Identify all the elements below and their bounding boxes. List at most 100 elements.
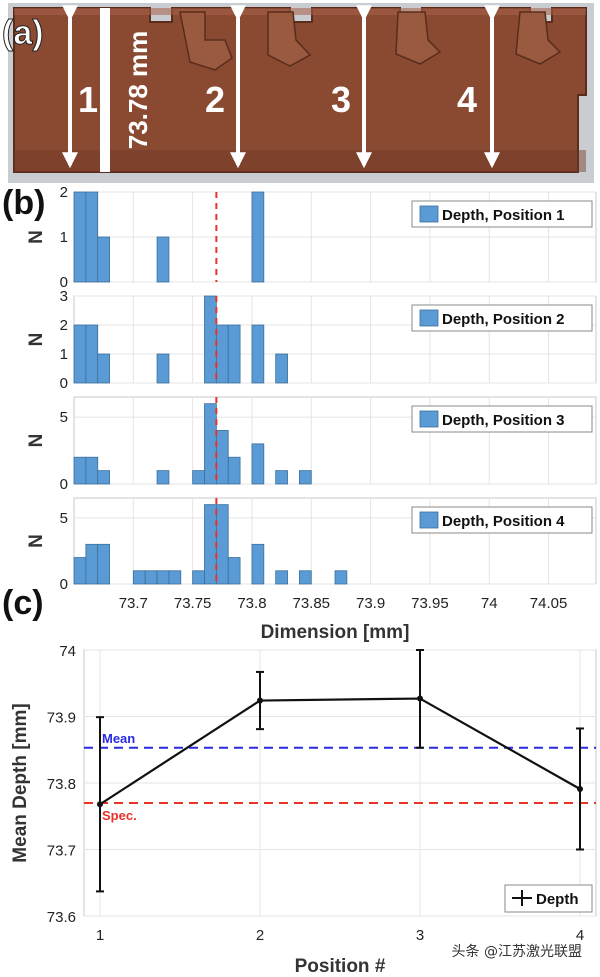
histogram-x-tick-label: 73.8 [237,595,266,612]
panel-b-x-axis: 73.7 73.75 73.8 73.85 73.9 73.95 74 74.05 Dimen… [119,595,568,643]
depth-point-4 [576,727,584,851]
photo-position-2-label: 2 [205,79,225,120]
histogram-bar [97,353,110,384]
data-point [257,697,263,704]
line-y-tick-label: 74 [59,643,76,660]
histogram-bar [251,191,265,283]
histogram-bar [156,236,170,283]
histogram-bar [97,543,110,585]
histogram-bar [132,570,146,585]
histogram-position-2: 0 1 2 3 N Depth, Position 2 [26,288,597,392]
histogram-x-tick-labels: 73.7 73.75 73.8 73.85 73.9 73.95 74 74.05 [119,595,568,612]
histogram-bar [156,570,170,585]
histogram-y-axis-label: N [26,534,47,548]
histogram-legend: Depth, Position 4 [411,506,593,534]
histogram-y-tick-label: 1 [60,229,68,246]
histogram-y-tick-label: 2 [60,317,68,334]
histogram-bar [215,324,229,384]
depth-point-2 [256,670,264,731]
depth-series [96,649,584,893]
histogram-position-1: 0 1 2 N Depth, Position 1 [26,184,597,291]
histogram-bar [215,504,229,585]
histogram-legend-swatch [419,511,439,529]
histogram-bar [156,353,170,384]
histogram-y-tick-label: 0 [60,576,68,593]
line-y-tick-label: 73.6 [47,909,76,926]
histogram-bar [85,324,99,384]
line-x-tick-label: 2 [256,927,264,944]
histogram-bar [192,570,205,585]
histogram-position-3: 0 5N Depth, Position 3 [26,396,597,493]
histogram-x-tick-label: 73.7 [119,595,148,612]
panel-a-photo: 1 2 3 4 73.78 mm [8,3,594,183]
histogram-x-tick-label: 73.95 [411,595,449,612]
histogram-legend-label: Depth, Position 2 [442,311,565,328]
line-plot-grid [84,649,596,917]
histogram-position-4: 0 5N Depth, Position 4 [26,497,597,593]
line-x-tick-label: 1 [96,927,104,944]
part-bottom-shade [14,150,586,172]
line-y-tick-label: 73.8 [47,776,76,793]
histogram-legend-box [411,200,593,228]
line-plot-y-axis-label: Mean Depth [mm] [10,703,31,862]
histogram-bar [275,470,288,485]
photo-dimension-label: 73.78 mm [123,31,153,150]
histogram-bar [215,430,229,485]
photo-position-1-label: 1 [78,79,98,120]
histogram-y-axis-label: N [26,230,47,244]
histogram-y-axis-label: N [26,434,47,448]
histogram-bar [97,470,110,485]
histogram-x-axis-label: Dimension [mm] [261,622,410,643]
histogram-bar [192,470,205,485]
part-dovetail [267,11,312,67]
histogram-bar [251,543,265,585]
histogram-bar [227,324,241,384]
histogram-bar [73,191,87,283]
histogram-y-tick-label: 0 [60,375,68,392]
histogram-bar [204,403,217,485]
histogram-y-tick-label: 5 [60,409,68,426]
histogram-bar [227,557,241,585]
data-point [97,801,103,808]
histogram-x-tick-label: 73.75 [174,595,212,612]
histogram-bar [156,470,170,485]
photo-position-4-label: 4 [457,79,477,120]
histogram-y-tick-label: 5 [60,510,68,527]
histogram-bar [97,236,110,283]
histogram-bar [73,557,87,585]
watermark: 头条 @江苏激光联盟 [451,944,582,960]
line-plot-x-tick-labels: 1 2 3 4 [96,927,584,944]
histogram-legend: Depth, Position 2 [411,304,593,332]
line-y-tick-label: 73.9 [47,710,76,727]
histogram-bar [168,570,182,585]
depth-point-3 [416,649,424,749]
histogram-bar [144,570,158,585]
part-top-highlight [14,8,586,15]
spec-line-label: Spec. [102,808,137,823]
histogram-y-tick-label: 0 [60,476,68,493]
line-plot-x-axis-label: Position # [295,956,386,977]
histogram-bar [73,324,87,384]
panel-label-c: (c) [2,584,44,622]
line-plot-y-tick-labels: 73.6 73.7 73.8 73.9 74 [47,643,76,926]
histogram-y-tick-label: 3 [60,288,68,305]
histogram-x-tick-label: 73.9 [356,595,385,612]
histogram-legend: Depth, Position 1 [411,200,593,228]
histogram-y-tick-label: 1 [60,346,68,363]
histogram-legend-swatch [419,205,439,223]
panel-label-a: (a) [2,14,44,52]
histogram-x-tick-label: 74.05 [530,595,568,612]
histogram-bar [227,456,241,485]
line-plot-legend: Depth [504,884,593,913]
histogram-bar [275,570,288,585]
histogram-bar [85,456,99,485]
histogram-bar [275,353,288,384]
histogram-bar [334,570,348,585]
depth-point-1 [96,716,104,893]
histogram-bar [204,504,217,585]
histogram-bar [85,191,99,283]
part-dovetail [179,11,233,71]
histogram-legend-swatch [419,309,439,327]
